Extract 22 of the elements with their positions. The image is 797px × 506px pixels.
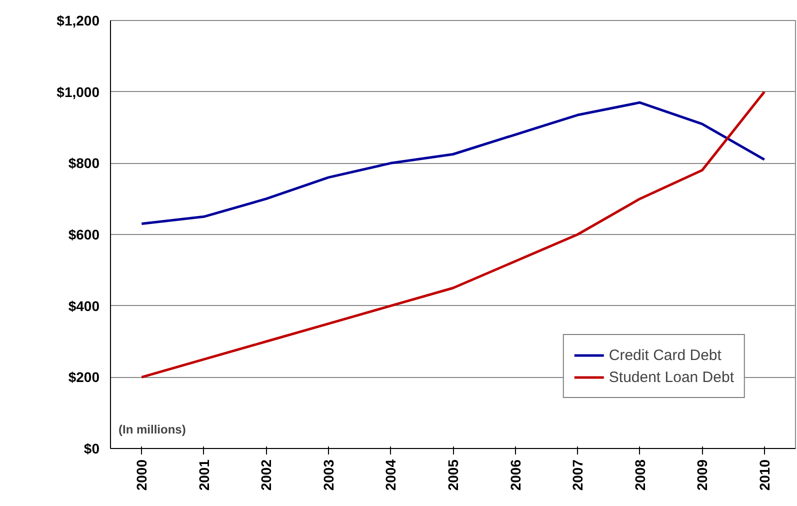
- y-tick-label: $800: [68, 155, 100, 172]
- legend-label: Student Loan Debt: [608, 368, 734, 386]
- x-tick-label: 2000: [134, 459, 150, 491]
- x-tick-label: 2007: [570, 459, 586, 491]
- x-tick-label: 2003: [320, 459, 336, 491]
- y-tick-label: $400: [68, 298, 100, 314]
- x-tick-label: 2004: [382, 459, 399, 491]
- annotation: (In millions): [118, 422, 186, 436]
- legend-label: Credit Card Debt: [608, 346, 722, 364]
- x-tick-label: 2009: [694, 459, 710, 491]
- y-tick-label: $600: [68, 226, 100, 242]
- x-tick-label: 2005: [445, 459, 461, 491]
- y-tick-label: $1,200: [56, 12, 100, 28]
- x-tick-label: 2008: [632, 459, 648, 491]
- y-tick-label: $0: [84, 440, 100, 456]
- x-tick-label: 2010: [756, 459, 772, 491]
- line-series: [140, 101, 766, 226]
- x-tick-label: 2002: [258, 459, 274, 491]
- x-tick-label: 2001: [196, 459, 212, 491]
- y-tick-label: $200: [68, 369, 100, 386]
- x-tick-label: 2006: [507, 459, 524, 491]
- y-tick-label: $1,000: [56, 84, 100, 100]
